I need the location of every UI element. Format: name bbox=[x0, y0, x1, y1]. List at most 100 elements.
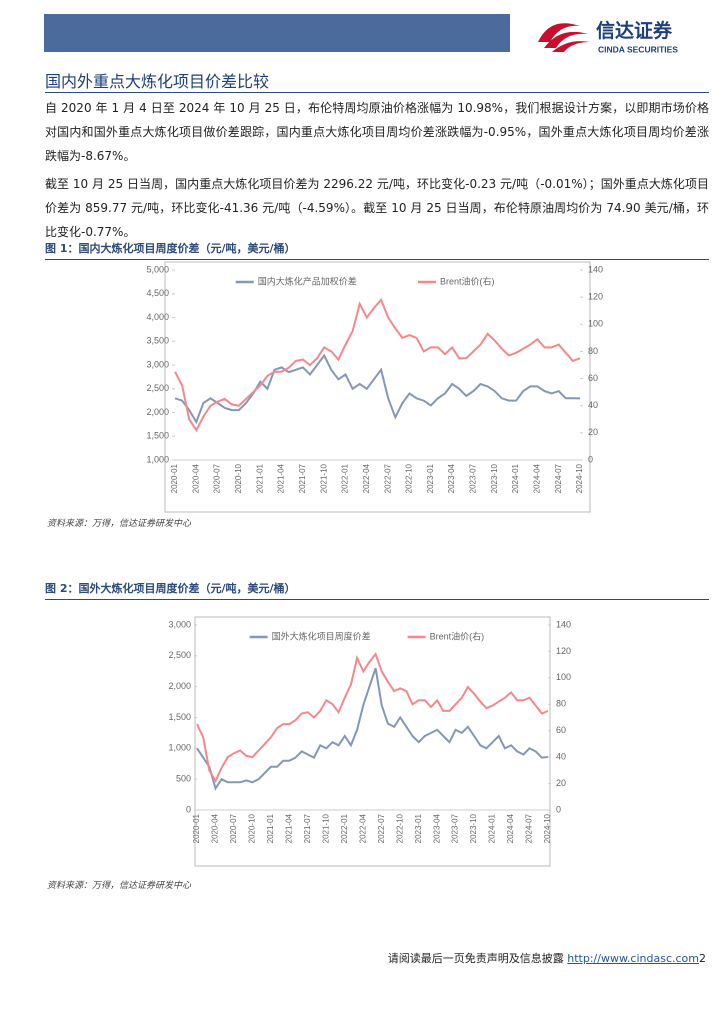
x-tick-label: 2022-04 bbox=[358, 813, 367, 843]
y2-tick-label: 80 bbox=[588, 346, 598, 356]
x-tick-label: 2023-01 bbox=[414, 813, 423, 843]
y-tick-label: 2,500 bbox=[168, 650, 191, 660]
y2-tick-label: 80 bbox=[556, 699, 566, 709]
x-tick-label: 2024-04 bbox=[532, 463, 541, 493]
x-tick-label: 2022-10 bbox=[405, 463, 414, 493]
y2-tick-label: 140 bbox=[588, 264, 603, 274]
x-tick-label: 2021-07 bbox=[298, 463, 307, 493]
y-tick-label: 2,000 bbox=[168, 681, 191, 691]
x-tick-label: 2020-10 bbox=[234, 463, 243, 493]
chart: 0 500 1,000 1,500 2,000 2,500 3,000 0 20 40 60 80 10… bbox=[168, 616, 571, 867]
x-tick-label: 2024-10 bbox=[543, 813, 552, 843]
x-tick-label: 2021-01 bbox=[266, 813, 275, 843]
x-tick-label: 2023-04 bbox=[432, 813, 441, 843]
line-series bbox=[196, 667, 549, 791]
y2-tick-label: 100 bbox=[588, 319, 603, 329]
x-tick-label: 2024-07 bbox=[554, 463, 563, 493]
y2-tick-label: 60 bbox=[556, 725, 566, 735]
footer-link[interactable]: http://www.cindasc.com bbox=[567, 952, 699, 965]
x-tick-label: 2021-04 bbox=[284, 813, 293, 843]
x-tick-label: 2024-07 bbox=[525, 813, 534, 843]
y2-tick-label: 120 bbox=[588, 292, 603, 302]
legend-label: Brent油价(右) bbox=[440, 275, 495, 286]
y2-tick-label: 0 bbox=[556, 804, 561, 814]
header-band bbox=[44, 14, 510, 52]
figure-caption: 图 2：国外大炼化项目周度价差（元/吨，美元/桶） bbox=[45, 580, 709, 600]
x-tick-label: 2022-01 bbox=[341, 463, 350, 493]
title-rule bbox=[45, 92, 709, 93]
legend-label: 国内大炼化产品加权价差 bbox=[258, 275, 357, 286]
x-tick-label: 2021-01 bbox=[255, 463, 264, 493]
y-tick-label: 3,000 bbox=[168, 619, 191, 629]
y2-tick-label: 40 bbox=[556, 752, 566, 762]
y2-tick-label: 100 bbox=[556, 672, 571, 682]
x-tick-label: 2023-04 bbox=[447, 463, 456, 493]
chart-frame bbox=[194, 616, 551, 867]
y-tick-label: 2,000 bbox=[146, 407, 169, 417]
x-tick-label: 2020-07 bbox=[213, 463, 222, 493]
x-tick-label: 2023-10 bbox=[490, 463, 499, 493]
y2-tick-label: 20 bbox=[556, 778, 566, 788]
x-tick-label: 2023-10 bbox=[469, 813, 478, 843]
x-tick-label: 2024-04 bbox=[506, 813, 515, 843]
chart: 1,000 1,500 2,000 2,500 3,000 3,500 4,000 4,500… bbox=[146, 261, 603, 513]
y2-tick-label: 140 bbox=[556, 619, 571, 629]
line-series bbox=[196, 652, 549, 784]
x-tick-label: 2022-04 bbox=[362, 463, 371, 493]
y2-tick-label: 60 bbox=[588, 373, 598, 383]
x-tick-label: 2020-04 bbox=[191, 463, 200, 493]
line-series bbox=[174, 298, 581, 433]
y2-tick-label: 120 bbox=[556, 646, 571, 656]
x-tick-label: 2023-01 bbox=[426, 463, 435, 493]
paragraph: 自 2020 年 1 月 4 日至 2024 年 10 月 25 日，布伦特周均… bbox=[45, 101, 709, 163]
page-number: 2 bbox=[699, 952, 706, 965]
y2-tick-label: 40 bbox=[588, 400, 598, 410]
x-tick-label: 2024-01 bbox=[488, 813, 497, 843]
brand: 信达证券 bbox=[596, 19, 673, 42]
x-tick-label: 2020-01 bbox=[170, 463, 179, 493]
section-title: 国内外重点大炼化项目价差比较 bbox=[45, 72, 270, 91]
x-tick-label: 2023-07 bbox=[451, 813, 460, 843]
figure-caption: 图 1：国内大炼化项目周度价差（元/吨，美元/桶） bbox=[45, 240, 709, 260]
legend-label: 国外大炼化项目周度价差 bbox=[272, 630, 371, 641]
x-tick-label: 2020-04 bbox=[211, 813, 220, 843]
x-tick-label: 2020-10 bbox=[248, 813, 257, 843]
logo: 信达证券 CINDA SECURITIES bbox=[538, 19, 678, 54]
y-tick-label: 5,000 bbox=[146, 264, 169, 274]
x-tick-label: 2022-07 bbox=[383, 463, 392, 493]
x-tick-label: 2021-10 bbox=[321, 813, 330, 843]
y2-tick-label: 0 bbox=[588, 454, 593, 464]
y-tick-label: 0 bbox=[186, 804, 191, 814]
x-tick-label: 2022-01 bbox=[340, 813, 349, 843]
x-tick-label: 2022-10 bbox=[395, 813, 404, 843]
y-tick-label: 1,000 bbox=[146, 454, 169, 464]
y-tick-label: 1,000 bbox=[168, 743, 191, 753]
y-tick-label: 500 bbox=[176, 774, 191, 784]
y-tick-label: 2,500 bbox=[146, 383, 169, 393]
source: 资料来源：万得，信达证券研发中心 bbox=[47, 881, 192, 891]
x-tick-label: 2021-10 bbox=[319, 463, 328, 493]
y2-tick-label: 20 bbox=[588, 427, 598, 437]
line-series bbox=[174, 353, 581, 425]
y-tick-label: 1,500 bbox=[146, 431, 169, 441]
footer-text: 请阅读最后一页免责声明及信息披露 bbox=[387, 952, 564, 965]
source: 资料来源：万得，信达证券研发中心 bbox=[47, 519, 192, 529]
footer: 请阅读最后一页免责声明及信息披露 http://www.cindasc.com2 bbox=[388, 950, 706, 966]
x-tick-label: 2024-10 bbox=[575, 463, 584, 493]
y-tick-label: 1,500 bbox=[168, 712, 191, 722]
x-tick-label: 2020-01 bbox=[192, 813, 201, 843]
x-tick-label: 2020-07 bbox=[229, 813, 238, 843]
y-tick-label: 4,500 bbox=[146, 288, 169, 298]
chart-frame bbox=[164, 261, 591, 513]
x-tick-label: 2021-07 bbox=[303, 813, 312, 843]
x-tick-label: 2024-01 bbox=[511, 463, 520, 493]
x-tick-label: 2022-07 bbox=[377, 813, 386, 843]
y-tick-label: 4,000 bbox=[146, 312, 169, 322]
y-tick-label: 3,000 bbox=[146, 359, 169, 369]
brand-en: CINDA SECURITIES bbox=[598, 44, 678, 54]
x-tick-label: 2023-07 bbox=[469, 463, 478, 493]
y-tick-label: 3,500 bbox=[146, 336, 169, 346]
x-tick-label: 2021-04 bbox=[277, 463, 286, 493]
paragraph: 截至 10 月 25 日当周，国内重点大炼化项目价差为 2296.22 元/吨，… bbox=[45, 177, 709, 239]
